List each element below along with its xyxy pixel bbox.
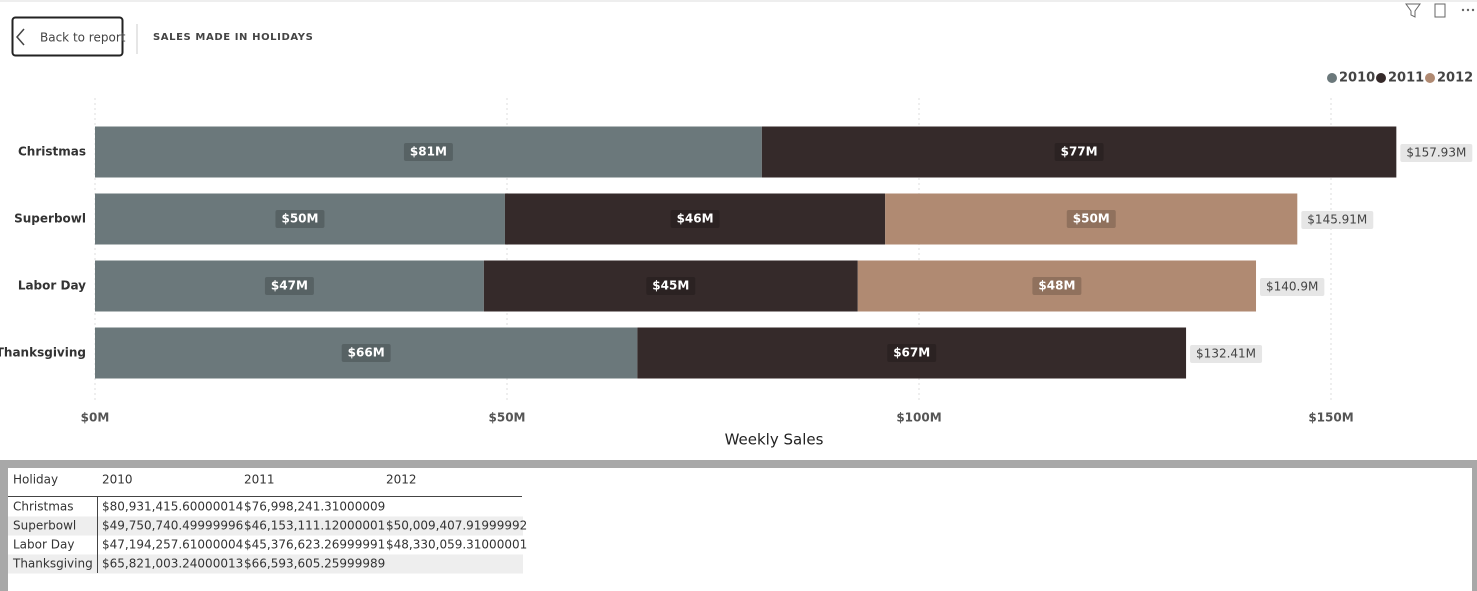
bar-segment xyxy=(95,260,484,312)
value-label-box xyxy=(670,210,720,228)
bar-segment xyxy=(637,327,1187,379)
table-cell: $66,593,605.25999989 xyxy=(244,557,385,571)
filter-icon[interactable] xyxy=(1405,3,1421,18)
value-label-box xyxy=(887,344,937,362)
x-tick-label: $100M xyxy=(896,411,941,425)
table-cell: $48,330,059.31000001 xyxy=(386,538,527,552)
page-title: SALES MADE IN HOLIDAYS xyxy=(153,32,313,43)
legend-label: 2011 xyxy=(1388,71,1424,86)
value-label: $77M xyxy=(1061,145,1098,159)
value-label-box xyxy=(1032,277,1082,295)
back-label[interactable]: Back to report xyxy=(40,31,126,45)
total-label: $140.9M xyxy=(1266,280,1318,294)
total-label-box xyxy=(1301,211,1374,229)
x-tick-label: $50M xyxy=(489,411,526,425)
value-label: $46M xyxy=(677,212,714,226)
total-label: $157.93M xyxy=(1406,146,1466,160)
more-icon[interactable] xyxy=(1461,8,1475,12)
back-icon xyxy=(16,28,25,46)
bar-segment xyxy=(761,126,1397,178)
x-tick-label: $0M xyxy=(81,411,110,425)
table-cell: $47,194,257.61000004 xyxy=(102,538,243,552)
bar-segment xyxy=(483,260,858,312)
row-shade xyxy=(8,554,523,574)
value-label: $47M xyxy=(271,279,308,293)
table-cell: Christmas xyxy=(13,500,74,514)
bar-segment xyxy=(95,126,762,178)
value-label-box xyxy=(275,210,325,228)
y-tick-label: Thanksgiving xyxy=(0,346,86,360)
value-label: $50M xyxy=(1073,212,1110,226)
legend-swatch xyxy=(1327,73,1337,83)
value-label: $67M xyxy=(893,346,930,360)
table-cell: $65,821,003.24000013 xyxy=(102,557,243,571)
focus-icon[interactable] xyxy=(1434,3,1446,18)
value-label-box xyxy=(264,277,314,295)
bar-segment xyxy=(504,193,886,245)
legend-label: 2012 xyxy=(1437,71,1473,86)
legend-swatch xyxy=(1376,73,1386,83)
value-label-box xyxy=(646,277,696,295)
table-cell: $76,998,241.31000009 xyxy=(244,500,385,514)
total-label-box xyxy=(1400,144,1473,162)
y-tick-label: Labor Day xyxy=(18,279,86,293)
table-cell: $50,009,407.91999992 xyxy=(386,519,527,533)
table-header: 2012 xyxy=(386,473,417,487)
value-label: $81M xyxy=(410,145,447,159)
bar-segment xyxy=(95,327,638,379)
bar-segment xyxy=(857,260,1257,312)
legend-swatch xyxy=(1425,73,1435,83)
value-label-box xyxy=(1066,210,1116,228)
total-label: $132.41M xyxy=(1196,347,1256,361)
legend-label: 2010 xyxy=(1339,71,1375,86)
table-cell: Superbowl xyxy=(13,519,76,533)
table-cell: Labor Day xyxy=(13,538,74,552)
x-axis-title: Weekly Sales xyxy=(725,431,824,449)
value-label: $50M xyxy=(281,212,318,226)
row-shade xyxy=(8,516,523,536)
total-label-box xyxy=(1190,345,1263,363)
table-cell: $49,750,740.49999996 xyxy=(102,519,243,533)
value-label: $45M xyxy=(652,279,689,293)
value-label: $48M xyxy=(1038,279,1075,293)
table-header: 2011 xyxy=(244,473,275,487)
value-label-box xyxy=(1054,143,1104,161)
top-edge xyxy=(0,0,1477,2)
bar-segment xyxy=(885,193,1298,245)
total-label-box xyxy=(1260,278,1325,296)
back-button[interactable] xyxy=(11,16,124,57)
table-header: Holiday xyxy=(13,473,58,487)
x-tick-label: $150M xyxy=(1308,411,1353,425)
y-tick-label: Superbowl xyxy=(14,212,86,226)
table-header: 2010 xyxy=(102,473,133,487)
table-cell: Thanksgiving xyxy=(12,557,93,571)
total-label: $145.91M xyxy=(1307,213,1367,227)
bar-segment xyxy=(95,193,505,245)
table-cell: $45,376,623.26999991 xyxy=(244,538,385,552)
y-tick-label: Christmas xyxy=(18,145,86,159)
table-cell: $80,931,415.60000014 xyxy=(102,500,243,514)
value-label-box xyxy=(341,344,391,362)
table-cell: $46,153,111.12000001 xyxy=(244,519,385,533)
value-label-box xyxy=(403,143,453,161)
value-label: $66M xyxy=(348,346,385,360)
